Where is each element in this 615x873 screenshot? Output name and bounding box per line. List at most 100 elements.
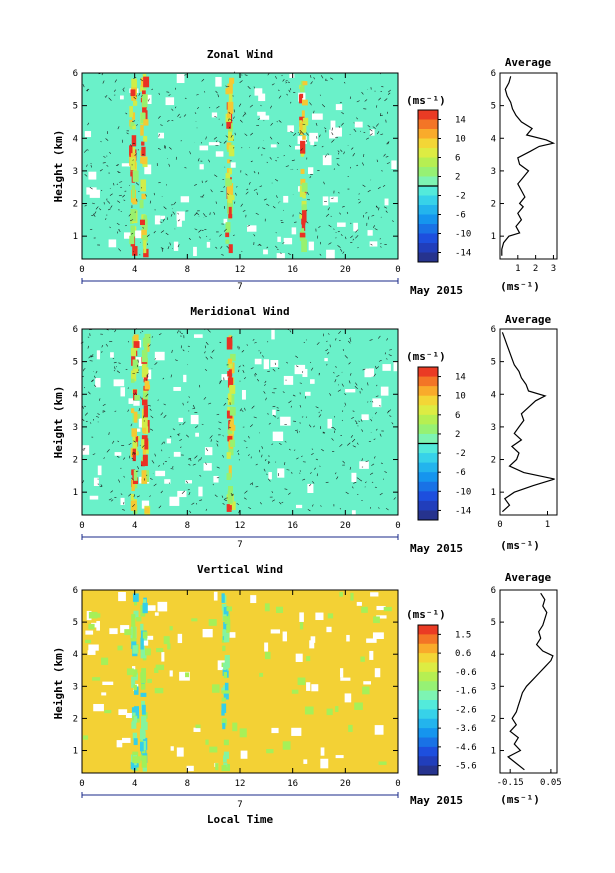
heatmap-band-cell (143, 240, 147, 254)
contour-mark (372, 126, 376, 129)
contour-mark (179, 330, 181, 334)
contour-mark (153, 230, 156, 234)
heatmap-band-cell (141, 749, 146, 754)
contour-mark (236, 502, 239, 506)
contour-mark (327, 333, 330, 335)
contour-mark (350, 235, 353, 239)
contour-mark (364, 99, 368, 102)
x-tick-label: 16 (287, 521, 298, 531)
profile-line (507, 592, 554, 771)
contour-mark (170, 468, 174, 470)
contour-mark (333, 371, 335, 374)
contour-mark (158, 115, 161, 119)
contour-mark (189, 510, 192, 514)
profile-title: Average (505, 56, 552, 69)
contour-mark (310, 472, 312, 474)
contour-mark (296, 365, 299, 368)
contour-mark (343, 81, 346, 84)
profile-y-tick-label: 6 (491, 69, 496, 79)
contour-mark (136, 495, 140, 498)
contour-mark (374, 228, 378, 231)
contour-mark (375, 365, 377, 369)
contour-mark (309, 361, 312, 364)
heatmap-band-cell (223, 606, 229, 615)
data-gap-cell (354, 121, 363, 128)
data-gap-cell (96, 621, 100, 631)
contour-mark (163, 414, 167, 419)
data-gap-cell (335, 104, 343, 111)
contour-mark (139, 78, 143, 82)
heatmap-band-cell (225, 232, 230, 238)
data-gap-cell (299, 612, 304, 622)
contour-mark (232, 234, 235, 237)
contour-mark (180, 446, 182, 448)
contour-mark (325, 78, 327, 81)
contour-mark (149, 495, 151, 497)
contour-mark (223, 186, 225, 188)
heatmap-band-cell (140, 637, 144, 650)
contour-mark (179, 116, 182, 118)
contour-mark (337, 389, 341, 392)
contour-mark (197, 158, 200, 162)
contour-mark (203, 397, 207, 400)
contour-mark (118, 194, 122, 197)
heatmap-band-cell (230, 439, 236, 448)
heatmap-band-cell (225, 239, 230, 244)
contour-mark (311, 453, 314, 456)
contour-mark (389, 349, 392, 351)
contour-mark (343, 151, 345, 155)
data-gap-cell (376, 615, 387, 619)
data-gap-cell (195, 432, 199, 437)
contour-mark (305, 416, 308, 418)
contour-mark (387, 409, 392, 413)
contour-mark (275, 76, 277, 79)
heatmap-band-cell (229, 501, 236, 511)
colorbar-segment (418, 709, 438, 720)
contour-mark (238, 510, 240, 514)
heatmap-band-cell (226, 452, 231, 459)
heatmap-band-cell (140, 112, 146, 124)
contour-mark (264, 384, 266, 386)
contour-mark (262, 147, 266, 150)
colorbar-tick-label: 14 (455, 116, 466, 126)
contour-mark (251, 405, 255, 409)
data-gap-cell (178, 417, 184, 423)
contour-mark (291, 159, 295, 162)
contour-mark (119, 181, 123, 183)
profile-y-tick-label: 4 (491, 134, 496, 144)
profile-y-tick-label: 1 (491, 747, 496, 757)
y-tick-label: 4 (73, 390, 78, 400)
heatmap-band-cell (143, 343, 148, 355)
contour-mark (284, 441, 287, 443)
contour-mark (270, 122, 273, 126)
contour-mark (244, 490, 248, 494)
contour-mark (331, 139, 335, 143)
contour-mark (374, 411, 377, 415)
contour-mark (83, 405, 87, 408)
contour-mark (90, 355, 94, 358)
contour-mark (306, 221, 309, 224)
contour-mark (88, 391, 91, 395)
x-tick-label: 8 (185, 265, 190, 275)
contour-mark (315, 406, 319, 409)
contour-mark (110, 490, 114, 493)
data-gap-cell (283, 237, 293, 245)
contour-mark (358, 201, 362, 204)
contour-mark (107, 200, 111, 204)
contour-mark (128, 442, 132, 446)
data-gap-cell (364, 368, 372, 378)
contour-mark (310, 367, 314, 371)
contour-mark (351, 438, 356, 443)
contour-mark (330, 77, 334, 80)
heatmap-band-cell (140, 77, 145, 87)
contour-mark (204, 369, 208, 371)
contour-mark (153, 483, 157, 487)
contour-mark (133, 393, 135, 396)
contour-mark (127, 387, 129, 389)
heatmap-cell (232, 722, 238, 732)
contour-mark (281, 74, 283, 77)
data-gap-cell (173, 451, 181, 457)
contour-mark (369, 128, 373, 132)
contour-mark (101, 350, 103, 353)
data-gap-cell (330, 120, 336, 130)
